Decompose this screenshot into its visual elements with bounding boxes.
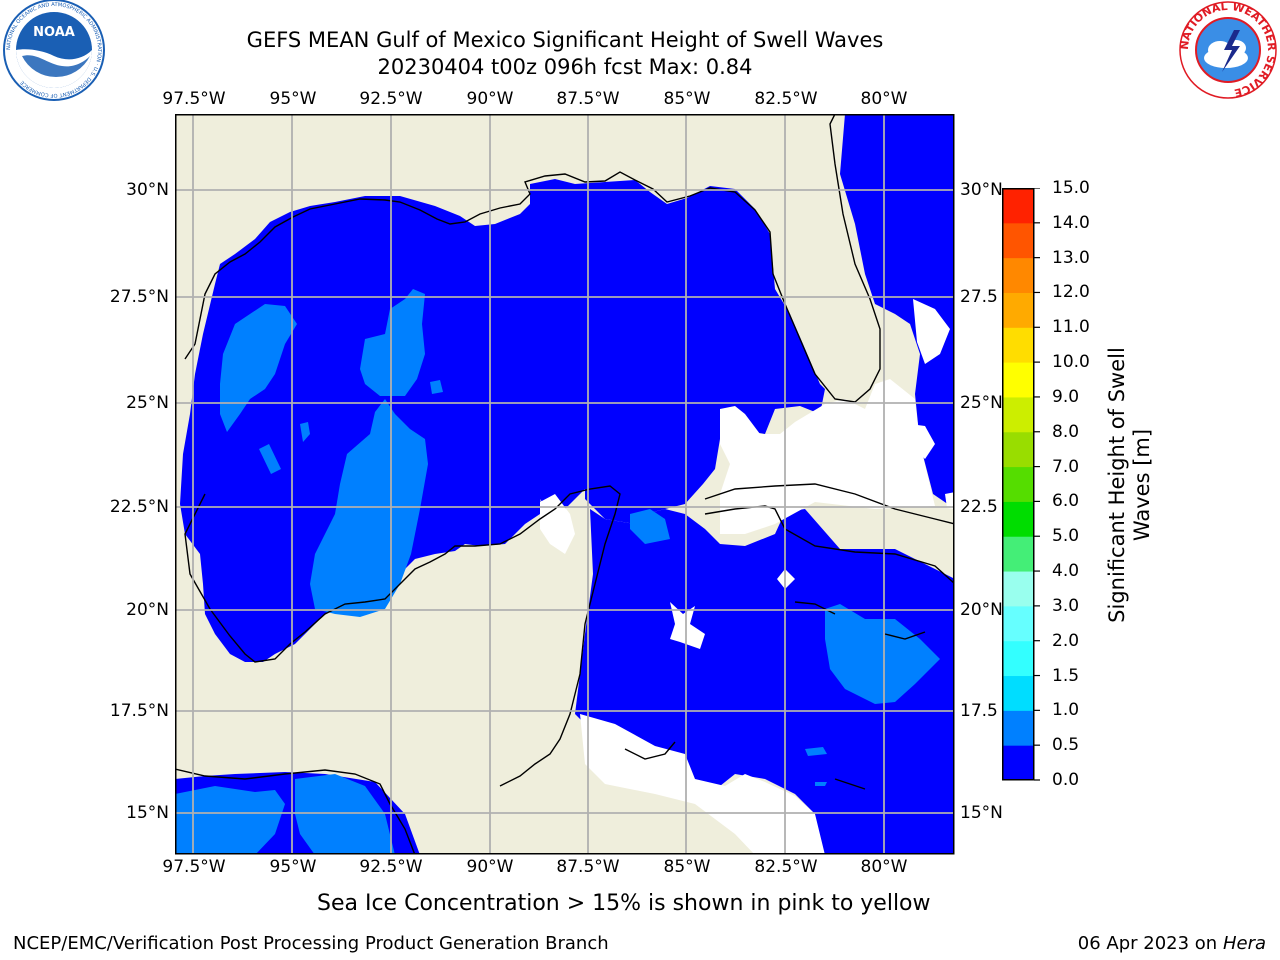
colorbar-tick-label: 7.0 bbox=[1052, 456, 1080, 477]
lat-label-right: 27.5 bbox=[960, 287, 998, 307]
colorbar-segment bbox=[1002, 710, 1034, 746]
colorbar-title: Significant Height of Swell Waves [m] bbox=[1105, 335, 1155, 635]
noaa-logo: NOAA NATIONAL OCEANIC AND ATMOSPHERIC AD… bbox=[3, 0, 105, 101]
nws-logo: NATIONAL WEATHER SERVICE bbox=[1178, 0, 1278, 99]
lat-label-right: 25°N bbox=[960, 393, 1003, 413]
lon-label-top: 82.5°W bbox=[754, 89, 818, 109]
colorbar-tick-label: 3.0 bbox=[1052, 595, 1080, 616]
colorbar-tick-label: 0.5 bbox=[1052, 735, 1080, 756]
lon-label-top: 95°W bbox=[269, 89, 317, 109]
colorbar-tick-label: 2.0 bbox=[1052, 630, 1080, 651]
footer-date-text: 06 Apr 2023 on bbox=[1077, 933, 1223, 954]
lon-label-bottom: 85°W bbox=[663, 857, 711, 877]
swell-0.5-1.0m bbox=[175, 289, 940, 854]
colorbar-tick-label: 14.0 bbox=[1052, 212, 1090, 233]
colorbar-tick-label: 0.0 bbox=[1052, 770, 1080, 790]
colorbar-segment bbox=[1002, 222, 1034, 259]
colorbar-tick-label: 11.0 bbox=[1052, 317, 1090, 338]
lon-label-bottom: 80°W bbox=[860, 857, 908, 877]
lon-label-bottom: 92.5°W bbox=[359, 857, 423, 877]
map-title: GEFS MEAN Gulf of Mexico Significant Hei… bbox=[246, 28, 884, 52]
lon-label-top: 92.5°W bbox=[359, 89, 423, 109]
colorbar-segment bbox=[1002, 536, 1034, 572]
colorbar-tick-label: 10.0 bbox=[1052, 352, 1090, 373]
lat-label-left: 27.5°N bbox=[109, 287, 169, 307]
colorbar-tick-label: 12.0 bbox=[1052, 282, 1090, 303]
lat-label-left: 22.5°N bbox=[109, 497, 169, 517]
lat-label-right: 22.5 bbox=[960, 497, 998, 517]
lon-label-bottom: 95°W bbox=[269, 857, 317, 877]
lon-label-bottom: 90°W bbox=[466, 857, 514, 877]
coastlines bbox=[175, 114, 954, 854]
colorbar-segment bbox=[1002, 396, 1034, 433]
colorbar-title-line1: Significant Height of Swell bbox=[1105, 347, 1129, 623]
colorbar-frame bbox=[1002, 188, 1035, 781]
colorbar-ticks bbox=[1034, 188, 1040, 781]
lat-label-right: 30°N bbox=[960, 180, 1003, 200]
lat-label-left: 30°N bbox=[126, 180, 169, 200]
colorbar-tick-label: 8.0 bbox=[1052, 421, 1080, 442]
colorbar-segment bbox=[1002, 675, 1034, 711]
colorbar-segment bbox=[1002, 431, 1034, 468]
colorbar-segment bbox=[1002, 640, 1034, 677]
atlantic-ocean bbox=[840, 114, 954, 509]
lon-label-top: 80°W bbox=[860, 89, 908, 109]
colorbar-segment bbox=[1002, 745, 1034, 781]
colorbar-tick-label: 6.0 bbox=[1052, 491, 1080, 512]
colorbar-segment bbox=[1002, 571, 1034, 607]
lat-label-left: 20°N bbox=[126, 600, 169, 620]
colorbar-tick-label: 1.5 bbox=[1052, 665, 1080, 686]
lon-label-bottom: 97.5°W bbox=[162, 857, 226, 877]
sea-ice-caption: Sea Ice Concentration > 15% is shown in … bbox=[317, 891, 931, 916]
lat-label-right: 15°N bbox=[960, 803, 1003, 823]
colorbar-tick-label: 9.0 bbox=[1052, 386, 1080, 407]
colorbar-segment bbox=[1002, 362, 1034, 398]
map-subtitle: 20230404 t00z 096h fcst Max: 0.84 bbox=[377, 55, 753, 79]
colorbar bbox=[1002, 188, 1040, 781]
colorbar-segments bbox=[1002, 188, 1034, 781]
map-panel bbox=[175, 114, 955, 855]
lat-label-left: 25°N bbox=[126, 393, 169, 413]
lon-label-top: 85°W bbox=[663, 89, 711, 109]
colorbar-segment bbox=[1002, 188, 1034, 224]
lon-label-bottom: 87.5°W bbox=[556, 857, 620, 877]
colorbar-segment bbox=[1002, 605, 1034, 642]
colorbar-tick-label: 13.0 bbox=[1052, 247, 1090, 268]
footer-machine: Hera bbox=[1222, 933, 1266, 954]
lat-label-right: 20°N bbox=[960, 600, 1003, 620]
lat-label-left: 15°N bbox=[126, 803, 169, 823]
lat-label-right: 17.5 bbox=[960, 701, 998, 721]
noaa-logo-text: NOAA bbox=[33, 25, 75, 40]
colorbar-title-line2: Waves [m] bbox=[1130, 428, 1154, 542]
colorbar-segment bbox=[1002, 327, 1034, 363]
colorbar-tick-label: 4.0 bbox=[1052, 561, 1080, 582]
lat-label-left: 17.5°N bbox=[109, 701, 169, 721]
colorbar-tick-label: 1.0 bbox=[1052, 700, 1080, 721]
footer-branch: NCEP/EMC/Verification Post Processing Pr… bbox=[13, 933, 609, 954]
colorbar-tick-label: 5.0 bbox=[1052, 526, 1080, 547]
colorbar-segment bbox=[1002, 466, 1034, 502]
footer-date: 06 Apr 2023 on Hera bbox=[1078, 933, 1266, 954]
no-data-areas bbox=[540, 299, 954, 854]
colorbar-segment bbox=[1002, 292, 1034, 328]
map-frame bbox=[175, 114, 955, 855]
lon-label-top: 90°W bbox=[466, 89, 514, 109]
colorbar-segment bbox=[1002, 501, 1034, 537]
colorbar-segment bbox=[1002, 257, 1034, 293]
lon-label-top: 87.5°W bbox=[556, 89, 620, 109]
lon-label-bottom: 82.5°W bbox=[754, 857, 818, 877]
colorbar-tick-label: 15.0 bbox=[1052, 178, 1090, 198]
lon-label-top: 97.5°W bbox=[162, 89, 226, 109]
graticule bbox=[175, 114, 954, 854]
